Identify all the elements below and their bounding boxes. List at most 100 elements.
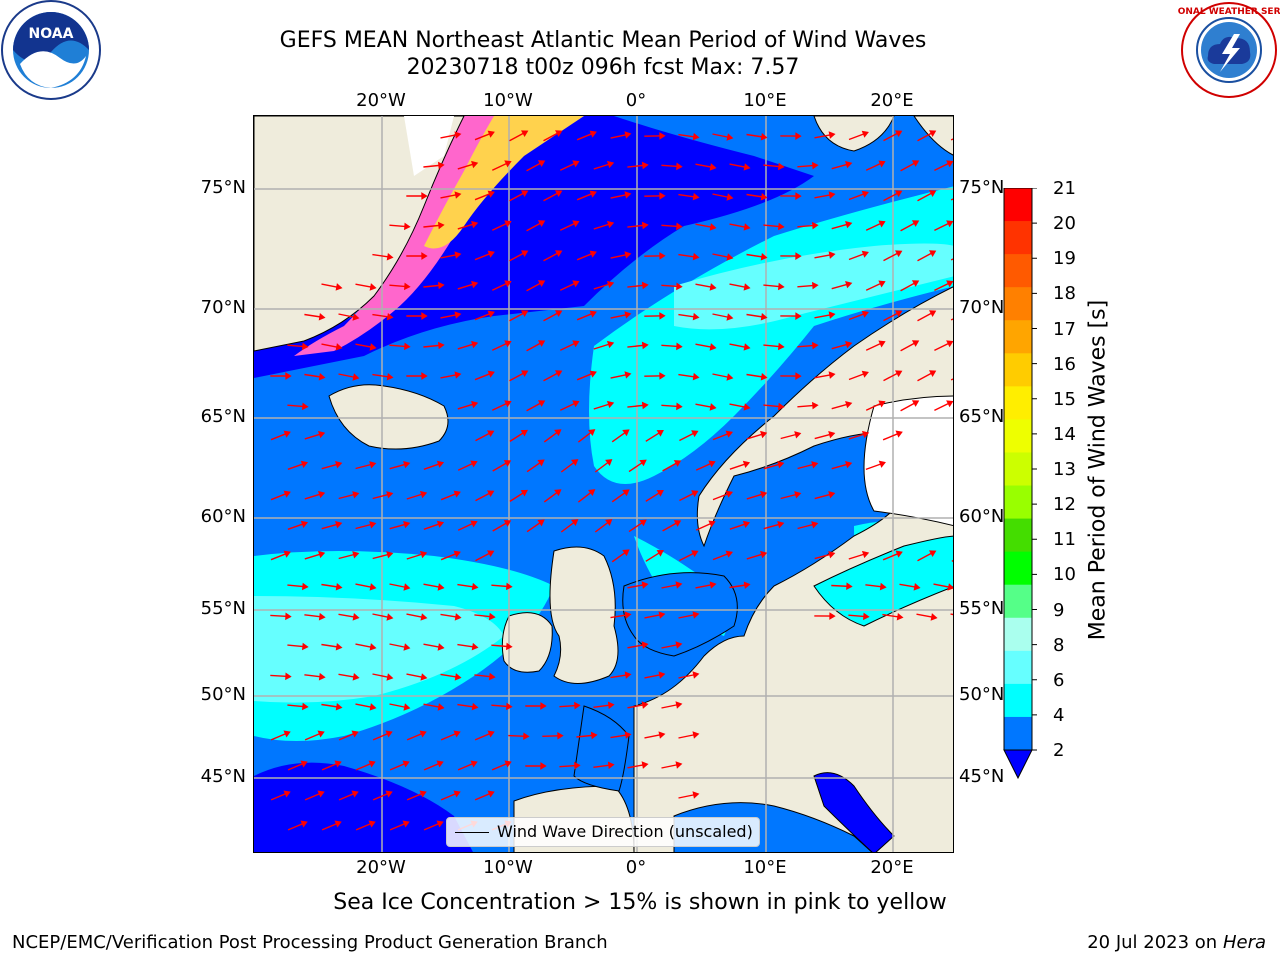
wind-arrow [780,372,802,380]
wind-arrow [577,489,596,503]
lon-tick-top: 0° [625,90,647,111]
wind-arrow [746,372,768,381]
wind-arrow [406,372,428,380]
wind-arrow [440,311,462,319]
colorbar-segment [1004,683,1032,718]
wind-arrow [355,343,377,351]
wind-arrow [900,400,920,412]
wind-arrow [509,130,529,142]
wind-arrow [543,370,563,382]
wind-arrow [627,641,649,649]
colorbar-segment [1004,320,1032,354]
wind-arrow [627,581,649,589]
wind-arrow [423,221,445,230]
wind-arrow [338,730,359,741]
svg-text:NOAA: NOAA [29,26,74,42]
wind-arrow [645,489,664,502]
wind-arrow [848,310,869,321]
wind-arrow [559,761,581,770]
wind-arrow [492,460,512,472]
wind-arrow [644,731,666,739]
wind-arrow [559,701,581,710]
wind-arrow [491,582,513,591]
wind-arrow [304,550,326,560]
wind-arrow [287,760,308,771]
lat-tick-right: 45°N [959,766,1005,787]
wind-arrow [627,341,649,350]
wind-arrow [491,280,512,291]
wind-arrow [831,341,853,350]
lat-tick-right: 60°N [959,506,1005,527]
colorbar-extend-min [1003,749,1033,780]
wind-arrow [644,132,666,140]
wind-arrow [934,340,953,352]
wind-arrow [389,820,410,831]
wind-arrow [543,250,563,262]
wind-arrow [593,400,615,410]
wind-arrow [543,130,563,142]
wind-arrow [695,520,716,531]
wind-arrow [406,550,428,560]
wind-arrow [712,253,734,261]
wind-arrow [883,250,903,262]
wind-arrow [729,581,751,590]
wind-arrow [661,222,683,231]
wind-arrow [865,220,886,231]
wind-arrow [270,612,292,621]
wind-arrow [440,673,462,681]
footer-date-text: 20 Jul 2023 on [1087,932,1223,953]
wind-arrow [729,343,751,351]
wind-arrow [661,581,683,589]
colorbar-tick-label: 2 [1053,740,1065,761]
wind-arrow [321,461,343,470]
wind-arrow [491,760,512,771]
wind-arrow [406,252,428,260]
wind-arrow [695,460,716,471]
wind-arrow [712,313,734,321]
wind-arrow [304,730,325,741]
wave-period-map [253,115,954,853]
wind-arrow [389,703,411,711]
wind-arrow [287,820,308,831]
wind-arrow [678,132,700,141]
wind-arrow [321,521,343,530]
colorbar-segment [1004,584,1032,619]
wind-arrow [797,461,819,470]
low-period-north [254,116,814,378]
colorbar-tick-label: 12 [1053,494,1076,516]
wind-arrow [746,132,768,141]
wind-arrow [355,283,377,291]
wind-arrow [355,643,377,651]
wind-arrow [661,342,683,351]
wind-arrow [526,160,546,172]
wind-arrow [576,130,597,141]
colorbar-segment [1004,518,1032,553]
colorbar-tick-label: 20 [1053,213,1076,235]
wind-arrow [916,613,938,621]
sea-ice-note: Sea Ice Concentration > 15% is shown in … [333,890,947,915]
wind-direction-arrows [270,130,953,831]
wind-arrow [934,220,953,232]
wind-arrow [644,611,666,619]
wind-arrow [304,312,326,321]
svg-text:NATIONAL WEATHER SERVICE: NATIONAL WEATHER SERVICE [1178,7,1280,17]
wind-arrow [882,430,903,441]
lat-tick-left: 60°N [200,506,246,527]
wind-arrow [899,583,921,591]
wind-arrow [679,490,699,502]
wind-arrow [780,132,802,140]
wind-arrow [474,672,496,681]
colorbar-segment [1004,485,1032,520]
wind-arrow [542,731,564,740]
wind-arrow [661,402,683,411]
wind-arrow [457,220,479,230]
wind-arrow [440,550,461,561]
wind-arrow [304,612,326,621]
wind-arrow [628,459,647,473]
north-sea [622,572,738,657]
wind-arrow [525,702,547,710]
wind-arrow [372,372,394,381]
wind-arrow [526,280,546,292]
wind-arrow [780,312,802,320]
wind-arrow [389,643,411,651]
